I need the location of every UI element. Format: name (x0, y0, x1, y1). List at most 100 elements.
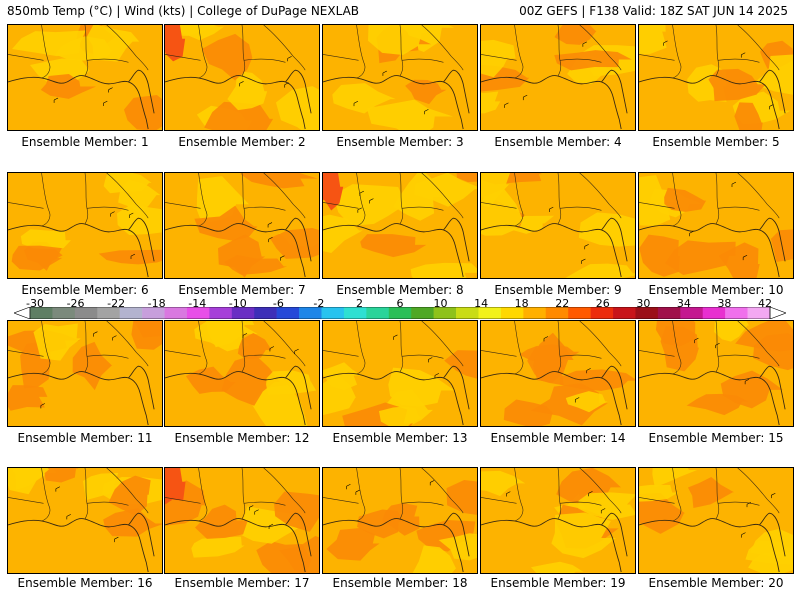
temperature-contour-region (533, 332, 574, 383)
temperature-contour-region (438, 533, 477, 561)
coastline (639, 518, 780, 573)
colorbar-segment (276, 307, 300, 319)
coastline (128, 217, 155, 262)
colorbar-tick-label: -10 (228, 297, 247, 310)
wind-barb (506, 491, 511, 497)
state-border (514, 468, 524, 522)
wind-barb (428, 357, 433, 363)
temperature-contour-region (116, 204, 162, 236)
ensemble-map-panel (480, 24, 636, 131)
state-border (41, 468, 51, 522)
ensemble-map-panel (7, 24, 163, 131)
state-border (243, 354, 286, 359)
coastline (481, 223, 622, 278)
state-border (401, 58, 444, 63)
state-border (356, 173, 366, 227)
state-border (41, 173, 51, 227)
wind-barb (742, 254, 748, 261)
temperature-contour-region (639, 484, 679, 502)
temperature-contour-region (251, 384, 308, 426)
state-border (401, 354, 444, 359)
wind-barb (294, 348, 299, 355)
state-border (356, 25, 366, 79)
colorbar-tick-label: 10 (433, 297, 448, 310)
wind-barb (280, 255, 285, 261)
state-border (559, 501, 602, 506)
state-border (421, 25, 464, 71)
temperature-contour-region (714, 321, 750, 342)
temperature-contour-region (378, 406, 424, 426)
temperature-contour-region (237, 332, 272, 359)
colorbar-tick-label: -22 (107, 297, 126, 310)
ensemble-map-panel (164, 24, 320, 131)
colorbar-tick-label: -18 (147, 297, 166, 310)
ensemble-map-panel (480, 320, 636, 427)
panel-label: Ensemble Member: 11 (17, 431, 153, 445)
map-title: 850mb Temp (°C) | Wind (kts) | College o… (7, 4, 360, 18)
colorbar-tick-label: 30 (636, 297, 651, 310)
temperature-map (8, 321, 162, 426)
state-border (86, 58, 129, 63)
coastline (443, 512, 470, 557)
temperature-contour-region (332, 83, 396, 114)
temperature-contour-region (10, 468, 50, 490)
state-border (579, 173, 622, 219)
colorbar-segment (725, 307, 748, 319)
temperature-contour-region (639, 25, 667, 55)
colorbar-segment (411, 307, 434, 319)
wind-barb (108, 87, 113, 93)
panel-label: Ensemble Member: 20 (648, 576, 784, 590)
state-border (41, 321, 51, 375)
temperature-contour-region (103, 508, 162, 537)
ensemble-map-panel (164, 172, 320, 279)
coastline (639, 223, 780, 278)
wind-barb (382, 70, 388, 76)
colorbar-max-arrow (769, 307, 786, 319)
colorbar-tick-label: 2 (355, 297, 363, 310)
wind-barb (53, 97, 59, 103)
colorbar-segment (321, 307, 345, 319)
coastline (443, 217, 470, 262)
temperature-map (323, 321, 477, 426)
ensemble-map-panel (7, 172, 163, 279)
state-border (243, 58, 286, 63)
state-border (8, 497, 44, 504)
temperature-contour-region (551, 512, 616, 559)
wind-barb (741, 532, 746, 538)
colorbar-segment (702, 307, 726, 319)
temperature-contour-region (357, 509, 403, 539)
wind-barb (268, 523, 274, 530)
state-border (86, 354, 129, 359)
colorbar-segment (30, 307, 53, 319)
wind-barb (581, 258, 586, 264)
temperature-contour-region (227, 71, 268, 111)
coastline (601, 365, 628, 410)
coastline (601, 512, 628, 557)
state-border (8, 350, 44, 357)
wind-barb (254, 509, 259, 515)
state-border (737, 468, 780, 514)
wind-barb (434, 373, 440, 379)
wind-barb (549, 206, 554, 213)
coastline (443, 69, 470, 114)
wind-barb (357, 207, 362, 213)
state-border (198, 173, 208, 227)
colorbar-segment (478, 307, 502, 319)
wind-barb (393, 334, 398, 340)
state-border (323, 497, 359, 504)
coastline (165, 371, 306, 426)
state-border (559, 58, 602, 63)
wind-barb (269, 346, 275, 352)
temperature-contour-region (269, 228, 319, 259)
coastline (759, 69, 786, 114)
colorbar-tick-label: 26 (595, 297, 610, 310)
state-border (198, 25, 208, 79)
colorbar-segment (590, 307, 614, 319)
temperature-contour-region (194, 205, 258, 241)
panel-label: Ensemble Member: 19 (490, 576, 626, 590)
temperature-contour-region (687, 477, 735, 509)
state-border (717, 206, 760, 211)
temperature-contour-region (456, 173, 477, 183)
wind-barb (353, 100, 359, 107)
panel-label: Ensemble Member: 2 (178, 135, 306, 149)
